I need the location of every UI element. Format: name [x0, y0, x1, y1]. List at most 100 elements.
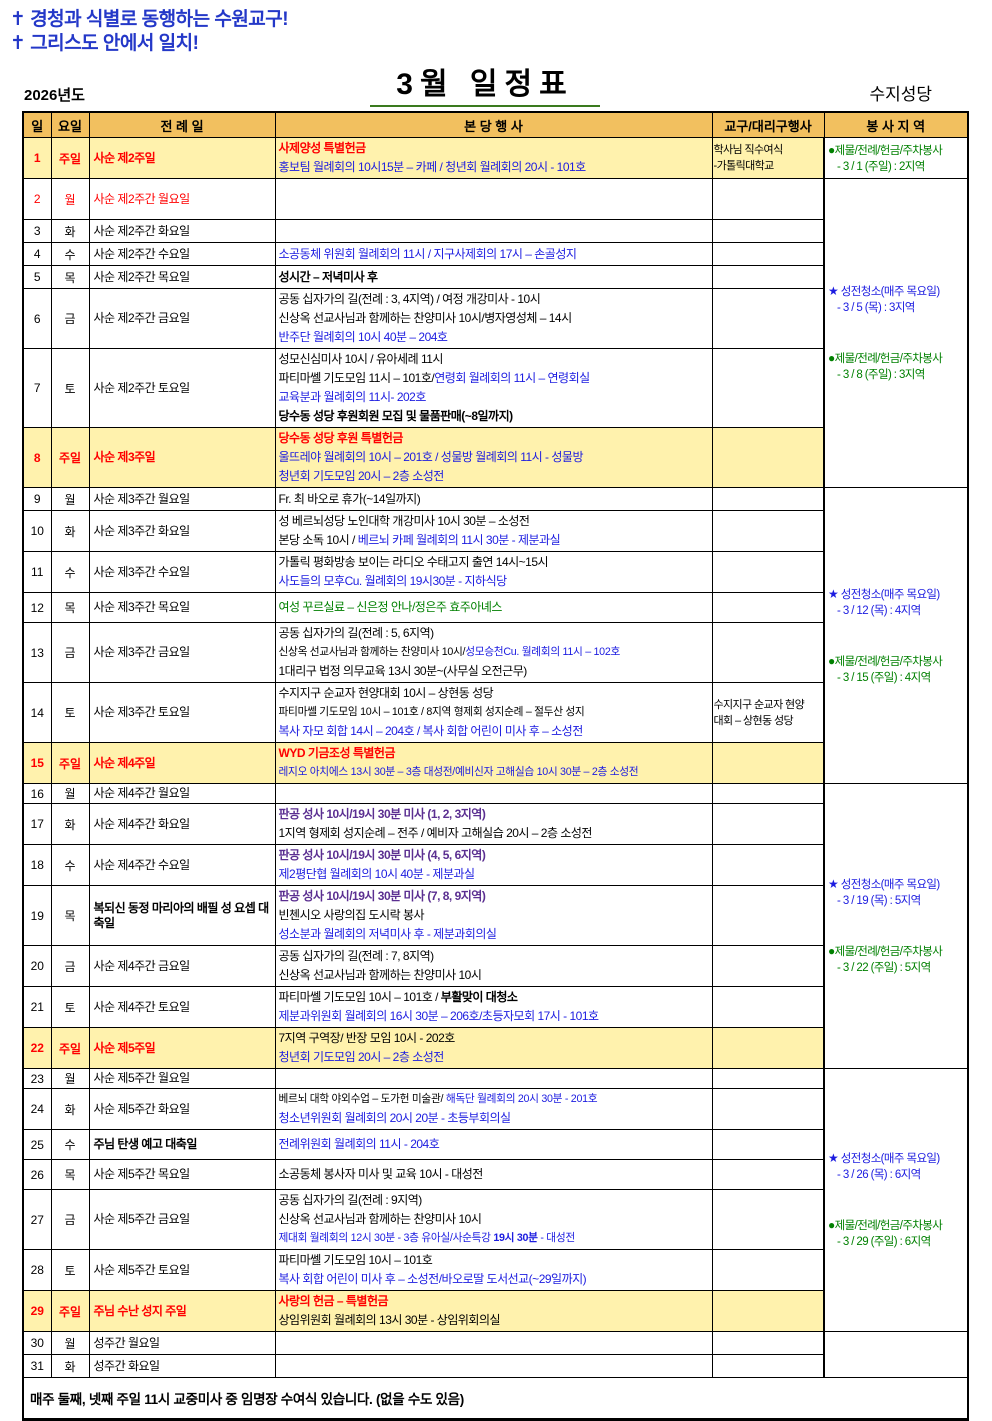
circle-icon: ● [828, 653, 835, 668]
events-cell: 성시간 – 저녁미사 후 [274, 265, 713, 289]
table-row: 30 월 성주간 월요일 [22, 1331, 969, 1378]
event-line: 판공 성사 10시/19시 30분 미사 (4, 5, 6지역) [278, 848, 486, 862]
events-cell: 7지역 구역장/ 반장 모임 10시 - 202호 청년회 기도모임 20시 – … [274, 1027, 713, 1069]
feast-cell: 사순 제3주간 금요일 [88, 622, 276, 683]
service-entry-date: - 3 / 26 (목) : 6지역 [837, 1169, 921, 1181]
weekday-cell: 목 [50, 1159, 90, 1190]
service-entry-title: ★ 성전청소(매주 목요일) [828, 284, 940, 298]
column-header-feast: 전 례 일 [88, 111, 276, 138]
events-cell: 판공 성사 10시/19시 30분 미사 (7, 8, 9지역) 빈첸시오 사랑의… [274, 885, 713, 946]
feast-cell: 사순 제4주간 금요일 [88, 945, 276, 987]
feast-cell: 복되신 동정 마리아의 배필 성 요셉 대축일 [88, 885, 276, 946]
day-cell: 21 [22, 986, 52, 1028]
weekday-cell: 월 [50, 783, 90, 804]
diocese-cell [711, 510, 825, 552]
weekday-cell: 수 [50, 242, 90, 266]
table-row: 29 주일 주님 수난 성지 주일 사랑의 헌금 – 특별헌금 상임위원회 월례회의 1… [22, 1290, 968, 1332]
day-cell: 11 [22, 551, 52, 593]
events-cell: 파티마쎌 기도모임 10시 – 101호 복사 회합 어린이 미사 후 – 소성전… [274, 1249, 713, 1291]
events-cell: 공동 십자가의 길(전례 : 7, 8지역) 신상옥 선교사님과 함께하는 찬양미… [274, 945, 713, 987]
service-entry-date: - 3 / 15 (주일) : 4지역 [837, 671, 931, 684]
service-cell [823, 1331, 969, 1378]
star-icon: ★ [828, 586, 839, 601]
events-cell: 공동 십자가의 길(전례 : 9지역) 신상옥 선교사님과 함께하는 찬양미사 1… [274, 1189, 713, 1250]
events-cell [274, 1354, 713, 1378]
slogan-line-1: ✝ 경청과 식별로 동행하는 수원교구! [10, 9, 289, 30]
diocese-cell [711, 1129, 825, 1160]
diocese-cell [711, 742, 825, 784]
event-line: 교육분과 월례회의 11시- 202호 [278, 390, 427, 404]
feast-cell: 사순 제5주간 월요일 [88, 1068, 276, 1089]
diocese-cell [711, 265, 825, 289]
event-line: 사도들의 모후Cu. 월례회의 19시30분 - 지하식당 [278, 574, 508, 588]
day-cell: 2 [22, 178, 52, 220]
diocese-cell [711, 348, 825, 428]
table-row: 8 주일 사순 제3주일 당수동 성당 후원 특별헌금 울뜨레야 월례회의 10시 – … [22, 427, 968, 488]
weekday-cell: 금 [50, 1189, 90, 1250]
weekday-cell: 금 [50, 622, 90, 683]
service-entry: ●제물/전례/헌금/주차봉사 - 3 / 29 (주일) : 6지역 [828, 1217, 967, 1250]
day-cell: 18 [22, 844, 52, 886]
day-cell: 22 [22, 1027, 52, 1069]
slogan-line-2: ✝ 그리스도 안에서 일치! [10, 33, 199, 54]
table-row: 6 금 사순 제2주간 금요일 공동 십자가의 길(전례 : 3, 4지역) / 여정… [22, 288, 968, 349]
column-header-events: 본 당 행 사 [274, 111, 713, 138]
weekday-cell: 수 [50, 551, 90, 593]
diocese-line: 학사님 직수여식 [713, 144, 784, 156]
feast-cell: 사순 제2주간 수요일 [88, 242, 276, 266]
service-entry-date: - 3 / 19 (목) : 5지역 [837, 895, 921, 907]
column-header-diocese: 교구/대리구행사 [711, 111, 825, 138]
weekday-cell: 주일 [50, 1027, 90, 1069]
service-entry-date: - 3 / 12 (목) : 4지역 [837, 604, 921, 617]
diocese-cell [711, 1249, 825, 1291]
diocese-cell [711, 1088, 825, 1130]
event-line: 1지역 형제회 성지순례 – 전주 / 예비자 고해실습 20시 – 2층 소성… [278, 826, 593, 840]
feast-cell: 사순 제3주간 화요일 [88, 510, 276, 552]
event-line: 신상옥 선교사님과 함께하는 찬양미사 10시/성모승천Cu. 월례회의 11시… [278, 646, 621, 658]
diocese-cell [711, 487, 825, 511]
table-row: 9 월 사순 제3주간 월요일 Fr. 최 바오로 휴가(~14일까지) ★ 성전청소(… [22, 487, 969, 784]
event-line: 성시간 – 저녁미사 후 [278, 269, 379, 284]
diocese-line: 대회 – 상현동 성당 [713, 714, 794, 727]
day-cell: 28 [22, 1249, 52, 1291]
table-row: 14 토 사순 제3주간 토요일 수지지구 순교자 현양대회 10시 – 상현동 성당… [22, 682, 968, 743]
service-entry-title: ★ 성전청소(매주 목요일) [828, 1151, 940, 1165]
service-cell: ★ 성전청소(매주 목요일) - 3 / 5 (목) : 3지역 ●제물/전례/헌금… [823, 178, 969, 488]
event-line: 파티마쎌 기도모임 11시 – 101호/연령회 월례회의 11시 – 연령회실 [278, 371, 591, 385]
event-line: Fr. 최 바오로 휴가(~14일까지) [278, 491, 421, 506]
footer-row: 매주 둘째, 넷째 주일 11시 교중미사 중 임명장 수여식 있습니다. (없… [22, 1377, 969, 1420]
event-line: 성 베르뇌성당 노인대학 개강미사 10시 30분 – 소성전 [278, 514, 530, 528]
table-row: 19 목 복되신 동정 마리아의 배필 성 요셉 대축일 판공 성사 10시/19시 … [22, 885, 968, 946]
table-row: 3 화 사순 제2주간 화요일 [22, 219, 968, 243]
table-row: 27 금 사순 제5주간 금요일 공동 십자가의 길(전례 : 9지역) 신상옥 선교사… [22, 1189, 968, 1250]
diocese-cell [711, 1331, 825, 1355]
feast-cell: 사순 제3주간 수요일 [88, 551, 276, 593]
service-entry: ★ 성전청소(매주 목요일) - 3 / 19 (목) : 5지역 [828, 876, 967, 909]
column-header-service: 봉 사 지 역 [823, 111, 969, 138]
event-line: 베르뇌 대학 야외수업 – 도가헌 미술관/ 해독단 월례회의 20시 30분 … [278, 1093, 598, 1105]
weekday-cell: 수 [50, 844, 90, 886]
feast-cell: 주님 탄생 예고 대축일 [88, 1129, 276, 1160]
feast-cell: 사순 제4주간 화요일 [88, 803, 276, 845]
weekday-cell: 목 [50, 592, 90, 623]
service-entry-date: - 3 / 1 (주일) : 2지역 [837, 160, 925, 173]
feast-cell: 사순 제2주간 월요일 [88, 178, 276, 220]
event-line: 판공 성사 10시/19시 30분 미사 (1, 2, 3지역) [278, 807, 486, 821]
event-line: 공동 십자가의 길(전례 : 9지역) [278, 1193, 423, 1207]
weekday-cell: 목 [50, 885, 90, 946]
table-row: 22 주일 사순 제5주일 7지역 구역장/ 반장 모임 10시 - 202호 청년회 … [22, 1027, 968, 1069]
page-title: 3월 일정표 [370, 59, 600, 107]
feast-cell: 사순 제2주간 토요일 [88, 348, 276, 428]
table-row: 7 토 사순 제2주간 토요일 성모신심미사 10시 / 유아세례 11시 파티마쎌 기… [22, 348, 968, 428]
service-entry: ●제물/전례/헌금/주차봉사 - 3 / 8 (주일) : 3지역 [828, 350, 967, 383]
events-cell: 수지지구 순교자 현양대회 10시 – 상현동 성당 파티마쎌 기도모임 10시 … [274, 682, 713, 743]
event-line: 사제양성 특별헌금 [278, 141, 367, 155]
table-row: 5 목 사순 제2주간 목요일 성시간 – 저녁미사 후 [22, 265, 968, 289]
event-line: 빈첸시오 사랑의집 도시락 봉사 [278, 908, 425, 922]
weekday-cell: 토 [50, 1249, 90, 1291]
day-cell: 19 [22, 885, 52, 946]
day-cell: 7 [22, 348, 52, 428]
feast-cell: 사순 제3주간 목요일 [88, 592, 276, 623]
church-label: 수지성당 [869, 85, 932, 104]
table-row: 23 월 사순 제5주간 월요일 ★ 성전청소(매주 목요일) - 3 / 26 (목)… [22, 1068, 969, 1332]
